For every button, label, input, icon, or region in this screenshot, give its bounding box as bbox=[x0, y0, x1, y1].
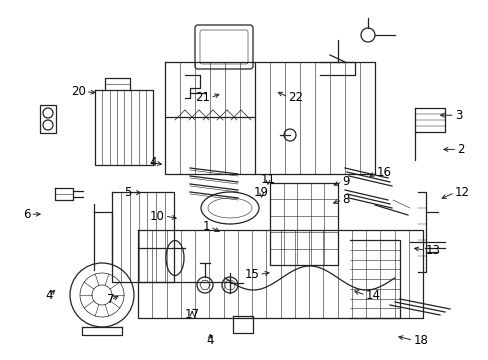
Text: 1: 1 bbox=[203, 220, 210, 233]
Text: 13: 13 bbox=[425, 244, 439, 257]
Text: 3: 3 bbox=[454, 109, 461, 122]
Text: 16: 16 bbox=[376, 166, 391, 179]
Text: 18: 18 bbox=[412, 334, 427, 347]
Text: 20: 20 bbox=[71, 85, 85, 98]
Text: 19: 19 bbox=[254, 186, 268, 199]
Text: 4: 4 bbox=[45, 289, 53, 302]
Text: 12: 12 bbox=[454, 186, 469, 199]
Text: 22: 22 bbox=[288, 91, 303, 104]
Text: 4: 4 bbox=[149, 156, 156, 168]
Text: 17: 17 bbox=[184, 309, 199, 321]
Text: 2: 2 bbox=[456, 143, 464, 156]
Text: 21: 21 bbox=[195, 91, 210, 104]
Text: 10: 10 bbox=[150, 210, 164, 222]
Bar bbox=[40, 105, 56, 133]
Text: 9: 9 bbox=[342, 175, 349, 188]
Text: 7: 7 bbox=[107, 293, 115, 306]
Text: 8: 8 bbox=[342, 193, 349, 206]
Text: 5: 5 bbox=[123, 186, 131, 199]
Text: 15: 15 bbox=[244, 268, 259, 281]
Text: 6: 6 bbox=[23, 208, 30, 221]
Text: 14: 14 bbox=[365, 289, 380, 302]
Text: 11: 11 bbox=[260, 173, 275, 186]
Text: 4: 4 bbox=[206, 334, 214, 347]
